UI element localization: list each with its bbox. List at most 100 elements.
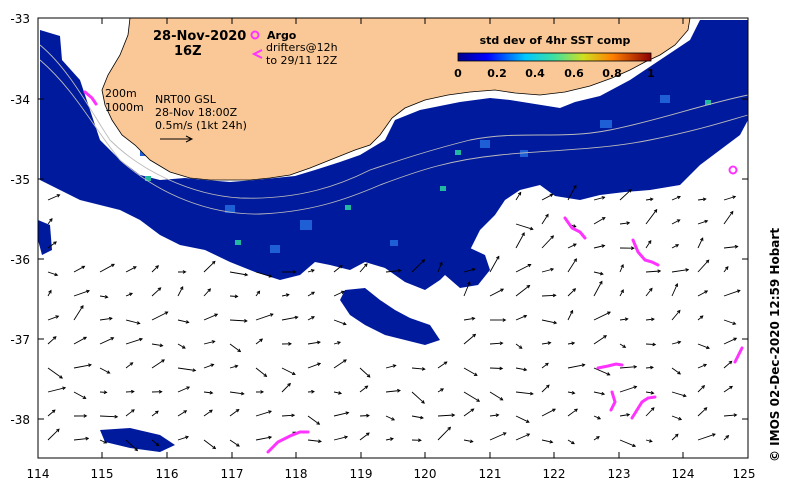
current-arrow-head (601, 196, 606, 200)
colorbar-tick: 0.6 (564, 67, 584, 80)
current-arrow-head (56, 194, 61, 198)
current-arrow (151, 410, 159, 417)
current-arrow-head (157, 287, 162, 291)
current-arrow (255, 436, 272, 441)
current-arrow (47, 336, 57, 345)
current-arrow (645, 366, 654, 369)
current-arrow (333, 412, 349, 417)
current-arrow (229, 271, 248, 276)
current-arrow (697, 385, 705, 393)
current-arrow-head (622, 344, 627, 348)
current-arrow (671, 196, 681, 201)
current-arrow-head (210, 363, 215, 367)
current-arrow-head (311, 316, 315, 320)
x-tick-label: 125 (733, 467, 756, 481)
current-arrow-head (364, 263, 368, 267)
current-arrow-head (212, 445, 217, 450)
current-arrow-head (291, 371, 296, 376)
current-arrow (73, 364, 92, 369)
current-arrow (47, 367, 63, 379)
current-scale-label: 0.5m/s (1kt 24h) (155, 119, 247, 132)
current-arrow (489, 288, 504, 297)
current-arrow-head (344, 435, 349, 440)
drifter-track-2 (631, 238, 660, 267)
current-arrow (723, 246, 738, 249)
current-arrow-head (421, 367, 426, 371)
current-arrow (619, 343, 626, 348)
current-arrow-head (674, 433, 679, 438)
current-arrow-head (104, 294, 109, 299)
current-arrow (333, 359, 347, 369)
current-arrow-head (499, 341, 504, 346)
current-arrow-head (62, 386, 67, 391)
current-arrow (567, 185, 577, 201)
current-arrow-head (342, 321, 347, 326)
current-arrow (177, 436, 189, 441)
y-tick-label: -37 (10, 333, 30, 347)
current-arrow (671, 310, 681, 321)
current-arrow (541, 362, 549, 369)
current-arrow (593, 391, 605, 395)
current-arrow-head (185, 435, 189, 440)
current-arrow (541, 439, 553, 443)
current-arrow (385, 270, 401, 273)
current-arrow-head (599, 271, 604, 276)
current-arrow-head (572, 243, 577, 247)
current-arrow-head (674, 283, 679, 287)
current-arrow (697, 407, 708, 417)
y-tick-label: -34 (10, 93, 30, 107)
colorbar (457, 52, 652, 62)
current-arrow-head (550, 267, 555, 272)
x-axis-labels: 114 115 116 117 118 119 120 121 122 123 … (27, 467, 756, 481)
current-arrow-head (574, 408, 578, 413)
current-arrow (515, 264, 531, 273)
current-arrow (619, 264, 624, 273)
current-arrow-head (317, 362, 322, 366)
date-label: 28-Nov-2020 (153, 29, 246, 44)
current-arrow-head (131, 389, 135, 394)
drifter-legend-line1: drifters@12h (266, 41, 338, 54)
current-arrow-head (263, 373, 268, 377)
current-arrow (281, 383, 291, 393)
current-arrow (203, 409, 213, 417)
current-arrow (411, 391, 425, 404)
current-arrow-head (337, 341, 342, 345)
current-arrow (359, 263, 368, 273)
current-arrow-head (421, 259, 426, 263)
current-arrow (489, 432, 507, 441)
current-arrow-head (626, 413, 631, 417)
current-arrow (593, 436, 600, 441)
current-arrow (489, 414, 499, 417)
current-arrow (619, 414, 630, 417)
current-arrow-head (316, 340, 321, 345)
current-arrow (463, 439, 473, 443)
current-arrow-head (732, 195, 737, 199)
sst-patch-east (445, 245, 490, 288)
current-arrow (541, 408, 556, 417)
current-arrow-head (571, 440, 575, 445)
y-tick-label: -33 (10, 12, 30, 26)
current-arrow-head (571, 341, 576, 346)
current-arrow (645, 343, 656, 346)
current-arrow-head (132, 266, 137, 270)
current-arrow (645, 318, 655, 321)
current-arrow-head (183, 410, 188, 414)
current-arrow-head (287, 382, 291, 387)
contour-label-200m: 200m (105, 87, 137, 100)
current-arrow-head (626, 221, 631, 225)
current-arrow-head (499, 366, 504, 371)
current-arrow-head (311, 389, 315, 394)
current-arrow-head (114, 414, 119, 419)
colorbar-tick-labels: 0 0.2 0.4 0.6 0.8 1 (454, 67, 655, 80)
current-arrow-head (181, 345, 186, 349)
current-arrow-head (471, 267, 476, 272)
y-axis-labels: -33 -34 -35 -36 -37 -38 (10, 12, 30, 427)
current-arrow (515, 315, 527, 321)
current-arrow-head (211, 260, 216, 265)
current-arrow-head (701, 385, 706, 389)
current-arrow (73, 391, 86, 399)
current-arrow (411, 367, 425, 370)
current-arrow (567, 408, 578, 417)
current-arrow (593, 271, 604, 275)
current-arrow (437, 426, 451, 441)
